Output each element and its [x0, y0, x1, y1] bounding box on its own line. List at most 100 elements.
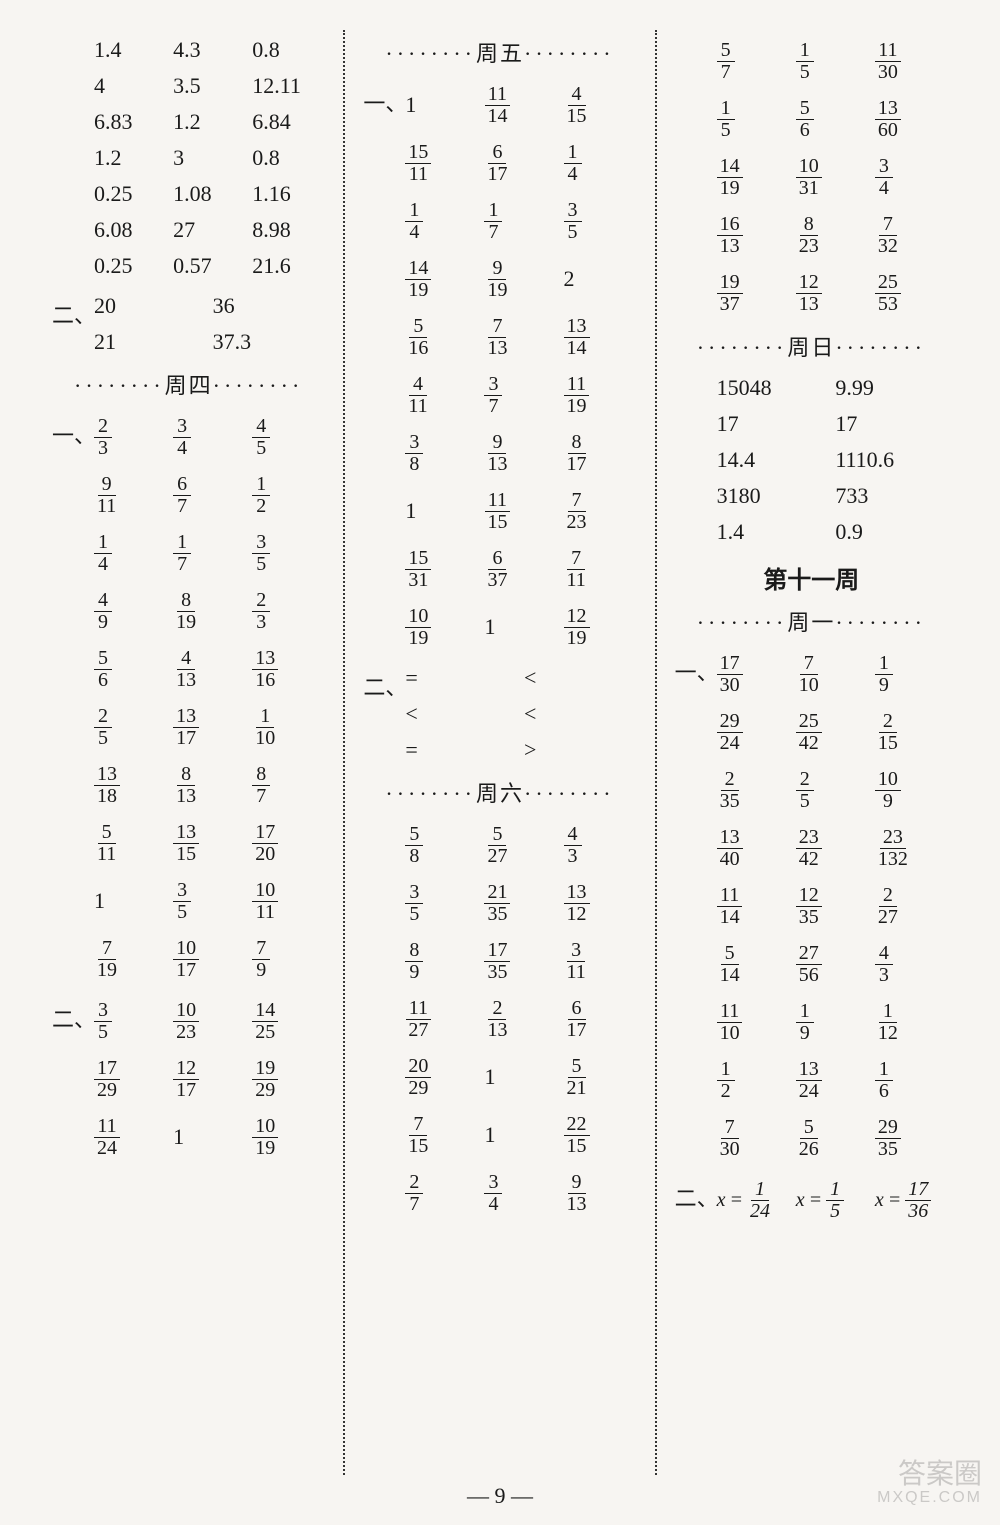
answer-cell: 1114	[711, 877, 790, 935]
answer-cell: 1419	[711, 148, 790, 206]
answer-cell: 56	[790, 90, 869, 148]
answer-cell: 415	[558, 76, 637, 134]
answer-cell: 8.98	[246, 212, 325, 248]
answer-cell: 109	[869, 761, 948, 819]
answer-cell: 43	[869, 935, 948, 993]
answer-cell: 14.4	[711, 442, 830, 478]
answer-cell: 817	[558, 424, 637, 482]
answer-cell: 1340	[711, 819, 790, 877]
answer-cell: 14	[399, 192, 478, 250]
answer-cell: 1110.6	[829, 442, 948, 478]
section-label-two: 二、	[52, 288, 88, 330]
answer-cell: 35	[167, 872, 246, 930]
answer-cell: 1.4	[88, 32, 167, 68]
answer-cell: 4.3	[167, 32, 246, 68]
answer-cell: 27	[399, 1164, 478, 1222]
day-sep-thu: ········周四········	[52, 368, 325, 400]
answer-cell: 34	[167, 408, 246, 466]
answer-cell: 715	[399, 1106, 478, 1164]
answer-cell: =	[399, 732, 518, 768]
equation-cell: x=124	[711, 1171, 790, 1229]
day-label-sun: 周日	[787, 335, 835, 360]
col3-sec3: 一、 1730710192924254221523525109134023422…	[675, 645, 948, 1167]
column-3: 5715113015561360141910313416138237321937…	[663, 30, 960, 1475]
answer-cell: 1019	[246, 1108, 325, 1166]
answer-cell: 1219	[558, 598, 637, 656]
week-title: 第十一周	[675, 560, 948, 595]
answer-cell: 1314	[558, 308, 637, 366]
answer-cell: 3	[167, 140, 246, 176]
answer-cell: 1235	[790, 877, 869, 935]
answer-cell: 1023	[167, 992, 246, 1050]
col1-sec4: 二、 3510231425172912171929112411019	[52, 992, 325, 1166]
answer-cell: 1613	[711, 206, 790, 264]
answer-cell: 1730	[711, 645, 790, 703]
answer-cell: 38	[399, 424, 478, 482]
page-footer: — 9 —	[0, 1483, 1000, 1509]
answer-cell: 1	[167, 1108, 246, 1166]
answer-cell: 1.2	[167, 104, 246, 140]
section-label-two: 二、	[363, 660, 399, 702]
section-label-blank	[675, 32, 711, 42]
answer-cell: 110	[246, 698, 325, 756]
answer-cell: 1531	[399, 540, 478, 598]
answer-cell: 235	[711, 761, 790, 819]
col1-sec3-grid: 2334459116712141735498192356413131625131…	[88, 408, 325, 988]
answer-cell: 1	[88, 872, 167, 930]
column-separator	[343, 30, 345, 1475]
answer-cell: <	[399, 696, 518, 732]
answer-cell: 6.84	[246, 104, 325, 140]
col2-sec2: 二、 =<<<=>	[363, 660, 636, 768]
answer-cell: 12.11	[246, 68, 325, 104]
answer-cell: <	[518, 696, 637, 732]
answer-cell: 1017	[167, 930, 246, 988]
answer-cell: 733	[829, 478, 948, 514]
answer-cell: 58	[399, 816, 478, 874]
col2-sec2-grid: =<<<=>	[399, 660, 636, 768]
answer-cell: 35	[399, 874, 478, 932]
column-1: 1.44.30.843.512.116.831.26.841.230.80.25…	[40, 30, 337, 1475]
answer-cell: 1011	[246, 872, 325, 930]
answer-cell: 1735	[478, 932, 557, 990]
answer-cell: 2135	[478, 874, 557, 932]
equation-cell: x=15	[790, 1171, 869, 1229]
answer-cell: 0.8	[246, 32, 325, 68]
answer-cell: 37.3	[207, 324, 326, 360]
answer-cell: 2342	[790, 819, 869, 877]
answer-cell: 2924	[711, 703, 790, 761]
answer-cell: 67	[167, 466, 246, 524]
answer-cell: 1720	[246, 814, 325, 872]
answer-cell: 1213	[790, 264, 869, 322]
day-sep-mon: ········周一········	[675, 605, 948, 637]
answer-cell: 1	[478, 1106, 557, 1164]
day-label-mon: 周一	[787, 610, 835, 635]
answer-cell: 49	[88, 582, 167, 640]
answer-cell: 35	[246, 524, 325, 582]
answer-cell: 913	[558, 1164, 637, 1222]
answer-cell: 730	[711, 1109, 790, 1167]
col1-sec1-grid: 1.44.30.843.512.116.831.26.841.230.80.25…	[88, 32, 325, 284]
answer-cell: 823	[790, 206, 869, 264]
answer-cell: 1119	[558, 366, 637, 424]
answer-cell: 617	[478, 134, 557, 192]
answer-cell: 15	[711, 90, 790, 148]
section-label-two: 二、	[52, 992, 88, 1034]
answer-cell: 1318	[88, 756, 167, 814]
answer-cell: 112	[869, 993, 948, 1051]
answer-cell: 35	[558, 192, 637, 250]
answer-cell: 1317	[167, 698, 246, 756]
answer-cell: 1316	[246, 640, 325, 698]
answer-cell: 17	[478, 192, 557, 250]
answer-cell: 87	[246, 756, 325, 814]
answer-cell: 617	[558, 990, 637, 1048]
section-label-blank	[675, 370, 711, 380]
section-label-two: 二、	[675, 1171, 711, 1213]
answer-cell: 1114	[478, 76, 557, 134]
answer-cell: 6.83	[88, 104, 167, 140]
answer-cell: 1511	[399, 134, 478, 192]
answer-cell: 215	[869, 703, 948, 761]
answer-cell: 521	[558, 1048, 637, 1106]
section-label-blank	[363, 816, 399, 826]
answer-cell: 2935	[869, 1109, 948, 1167]
answer-cell: 1	[399, 76, 478, 134]
